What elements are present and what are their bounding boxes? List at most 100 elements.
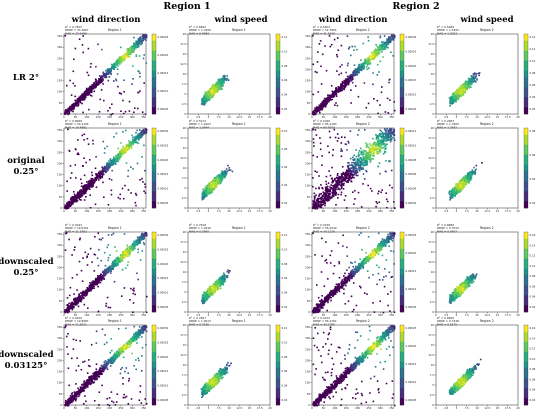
density-cell [221, 79, 223, 82]
density-cell [88, 91, 91, 94]
row-label-original-line1: original [7, 156, 45, 166]
x-tick-label: 250 [366, 115, 371, 119]
density-cell [316, 111, 318, 113]
density-cell [202, 102, 205, 105]
colorbar-segment [400, 74, 404, 78]
density-cell [207, 95, 210, 98]
density-cell [455, 97, 457, 100]
colorbar-segment [400, 37, 404, 41]
density-cell [90, 95, 93, 97]
density-cell [107, 69, 110, 71]
density-cell [141, 156, 143, 158]
density-cell [352, 78, 354, 80]
density-cell [350, 74, 352, 76]
density-cell [136, 43, 138, 45]
density-cell [343, 79, 345, 82]
x-tick-label: 350 [141, 115, 146, 119]
density-cell [353, 73, 355, 76]
density-cell [312, 113, 315, 116]
density-cell [95, 186, 98, 188]
density-cell [116, 73, 119, 75]
density-cell [123, 59, 126, 62]
density-cell [218, 79, 221, 82]
density-cell [374, 48, 377, 50]
density-cell [383, 45, 386, 48]
density-cell [94, 84, 96, 86]
density-cell [111, 64, 114, 67]
colorbar-tick-label: 0.10 [282, 49, 288, 53]
density-cell [450, 97, 453, 100]
density-cell [107, 73, 110, 75]
density-cell [77, 103, 80, 106]
density-cell [126, 51, 129, 54]
density-cell [320, 65, 322, 68]
colorbar-tick-label: 0.06 [282, 78, 288, 82]
density-cell [473, 79, 476, 81]
panel-title: Region 1 [232, 28, 246, 32]
density-cell [450, 102, 453, 104]
colorbar-tick-label: 0.00015 [406, 78, 417, 82]
density-cell [364, 60, 366, 63]
density-cell [118, 62, 120, 64]
density-cell [345, 78, 347, 80]
density-cell [145, 34, 148, 36]
density-cell [382, 56, 384, 58]
density-cell [82, 97, 85, 100]
density-cell [115, 61, 117, 63]
colorbar-segment [276, 60, 280, 65]
density-cell [75, 103, 78, 106]
density-cell [227, 79, 230, 81]
density-cell [335, 95, 338, 97]
density-cell [83, 91, 86, 94]
colorbar-segment [400, 64, 404, 68]
density-cell [384, 41, 386, 44]
density-cell [72, 70, 75, 73]
density-cell [350, 54, 352, 57]
density-cell [209, 97, 211, 100]
density-cell [68, 149, 71, 152]
density-cell [330, 99, 332, 101]
stat-line: MAE = 20.6488 [65, 31, 87, 35]
density-cell [363, 64, 365, 67]
density-cell [340, 72, 343, 75]
density-cell [87, 74, 90, 77]
density-cell [97, 179, 100, 181]
density-cell [101, 80, 104, 82]
density-cell [97, 81, 100, 84]
colorbar-segment [276, 94, 280, 98]
colorbar-segment [524, 67, 528, 71]
density-cell [388, 79, 390, 81]
colorbar-segment [400, 40, 404, 45]
density-cell [392, 35, 395, 37]
colorbar-segment [524, 104, 528, 108]
density-cell [327, 94, 329, 96]
density-cell [110, 189, 113, 192]
density-cell [78, 98, 80, 101]
density-cell [105, 74, 108, 76]
density-cell [91, 86, 93, 89]
density-cell [365, 60, 367, 63]
density-cell [77, 139, 79, 141]
density-cell [334, 90, 336, 92]
x-tick-label: 15 [248, 115, 252, 119]
stat-line: MAE = 1.2003 [437, 31, 457, 35]
density-cell [118, 158, 121, 161]
density-cell [378, 46, 381, 48]
colorbar-segment [524, 47, 528, 51]
density-cell [132, 78, 134, 80]
density-cell [139, 129, 141, 131]
x-tick-label: 250 [118, 115, 123, 119]
density-cell [325, 104, 327, 106]
density-cell [104, 147, 106, 150]
colorbar-tick-label: 0.06 [530, 83, 536, 87]
density-cell [208, 91, 211, 94]
y-tick-label: 0 [308, 112, 310, 116]
density-cell [379, 45, 382, 47]
density-cell [145, 128, 148, 131]
density-cell [119, 56, 122, 59]
y-tick-label: 15 [431, 52, 435, 56]
density-cell [354, 74, 357, 76]
density-cell [75, 195, 78, 197]
density-cell [387, 42, 390, 45]
density-cell [141, 111, 144, 113]
